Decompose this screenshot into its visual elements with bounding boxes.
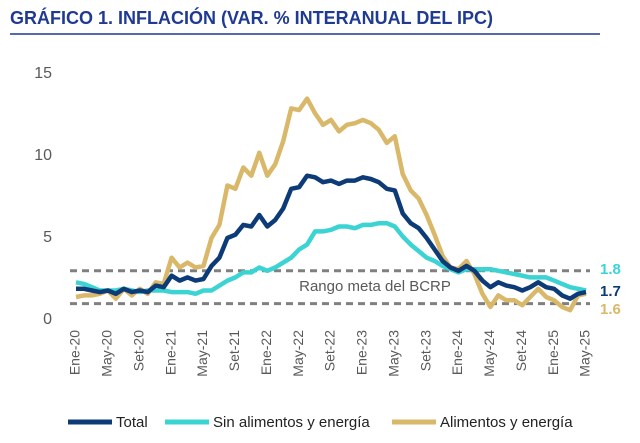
x-tick-label: Ene-22 bbox=[258, 330, 274, 375]
end-label: 1.6 bbox=[600, 301, 621, 318]
x-tick-label: May-20 bbox=[99, 330, 115, 377]
x-tick-label: Set-23 bbox=[417, 330, 433, 371]
target-label: Rango meta del BCRP bbox=[299, 278, 451, 295]
x-tick-label: Set-21 bbox=[226, 330, 242, 371]
y-tick-label: 15 bbox=[34, 65, 52, 82]
x-tick-label: Set-24 bbox=[513, 330, 529, 371]
x-tick-label: May-21 bbox=[194, 330, 210, 377]
legend-label: Total bbox=[116, 414, 148, 431]
x-tick-label: Ene-24 bbox=[449, 330, 465, 375]
x-tick-label: May-24 bbox=[481, 330, 497, 377]
chart-title: GRÁFICO 1. INFLACIÓN (VAR. % INTERANUAL … bbox=[10, 7, 493, 28]
end-label: 1.7 bbox=[600, 283, 621, 300]
x-tick-label: Ene-20 bbox=[67, 330, 83, 375]
x-tick-label: May-23 bbox=[385, 330, 401, 377]
y-tick-label: 0 bbox=[43, 311, 52, 328]
end-label: 1.8 bbox=[600, 261, 621, 278]
y-tick-label: 5 bbox=[43, 229, 52, 246]
legend-label: Sin alimentos y energía bbox=[213, 414, 370, 431]
series-line bbox=[76, 173, 587, 301]
legend-label: Alimentos y energía bbox=[440, 414, 573, 431]
x-tick-label: May-25 bbox=[577, 330, 593, 377]
x-tick-label: Set-20 bbox=[130, 330, 146, 371]
x-tick-label: Ene-21 bbox=[162, 330, 178, 375]
x-tick-label: Ene-23 bbox=[354, 330, 370, 375]
x-tick-label: Ene-25 bbox=[545, 330, 561, 375]
series-line bbox=[75, 220, 587, 297]
y-tick-label: 10 bbox=[34, 147, 52, 164]
x-tick-label: May-22 bbox=[290, 330, 306, 377]
x-tick-label: Set-22 bbox=[322, 330, 338, 371]
series-line bbox=[75, 96, 587, 313]
